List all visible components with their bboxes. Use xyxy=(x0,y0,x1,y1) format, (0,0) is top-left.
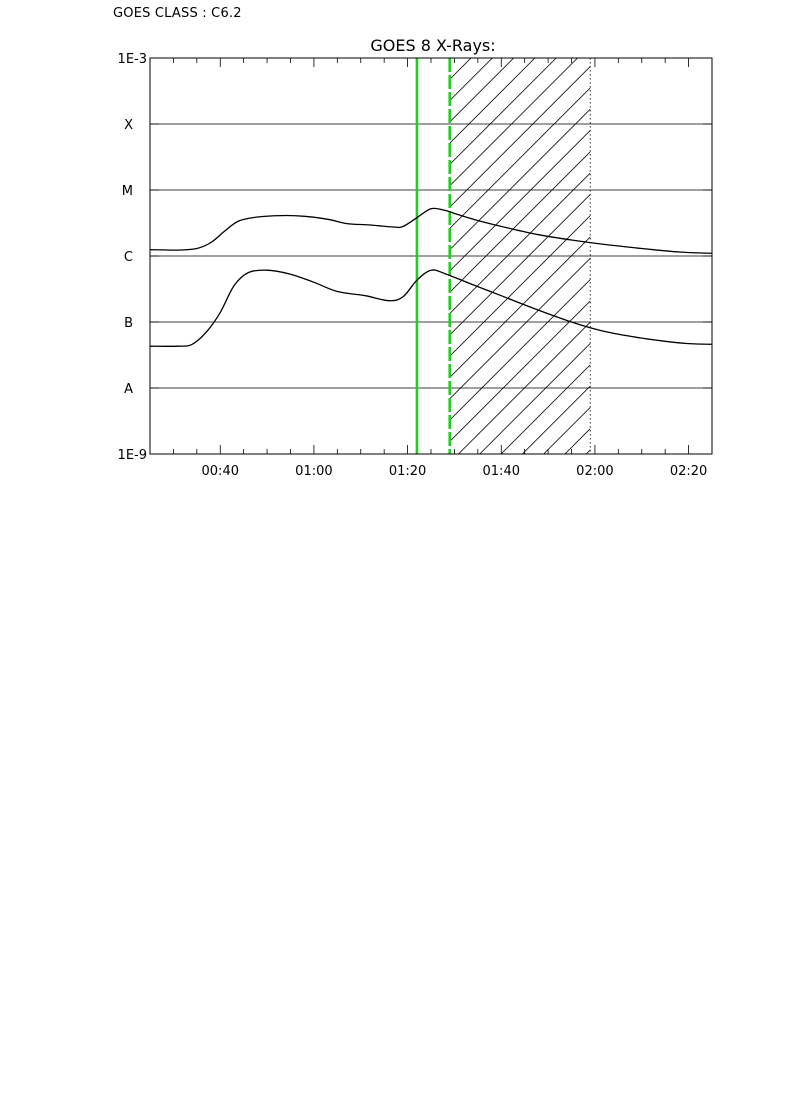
series-lines xyxy=(149,207,713,347)
chart-title: GOES 8 X-Rays: xyxy=(370,36,495,55)
hatch-line xyxy=(449,215,591,357)
x-tick-label: 01:20 xyxy=(389,464,426,479)
hatch-line xyxy=(449,129,591,272)
hatch-line xyxy=(522,385,591,454)
x-tick-label: 00:40 xyxy=(202,464,239,479)
y-tick-label: 1E-3 xyxy=(118,52,147,67)
x-tick-label: 01:40 xyxy=(483,464,520,479)
x-tick-label: 01:00 xyxy=(295,464,332,479)
hatch-line xyxy=(449,58,578,187)
y-tick-label: B xyxy=(124,316,133,331)
hatch-line xyxy=(449,236,591,379)
hatched-region xyxy=(449,58,591,454)
hatch-line xyxy=(449,300,591,442)
goes-class-label: GOES CLASS : C6.2 xyxy=(113,6,242,21)
y-tick-label: M xyxy=(122,184,133,199)
hatch-line xyxy=(449,58,536,144)
hatch-lines xyxy=(449,58,591,454)
grid-lines xyxy=(150,123,712,389)
hatch-line xyxy=(449,87,591,229)
y-tick-label: 1E-9 xyxy=(118,448,147,463)
hatch-line xyxy=(449,58,557,166)
axis-ticks xyxy=(149,57,713,455)
hatch-line xyxy=(449,193,591,336)
hatch-line xyxy=(500,364,591,454)
hatch-line xyxy=(449,172,591,315)
hatch-line xyxy=(458,321,591,454)
series-line-2 xyxy=(149,269,713,347)
time-markers xyxy=(415,58,452,454)
hatch-line xyxy=(449,66,591,208)
series-line-1 xyxy=(149,207,713,254)
x-tick-label: 02:20 xyxy=(670,464,707,479)
hatch-line xyxy=(449,279,591,421)
hatch-line xyxy=(479,342,591,454)
hatch-line xyxy=(449,108,591,251)
y-tick-label: A xyxy=(124,382,133,397)
tick-labels: 00:40 01:00 01:20 01:40 02:00 02:20 1E-9 A B C M X 1… xyxy=(118,52,708,479)
hatch-line xyxy=(449,257,591,400)
y-tick-label: C xyxy=(124,250,133,265)
y-tick-label: X xyxy=(124,118,133,133)
x-tick-label: 02:00 xyxy=(576,464,613,479)
hatch-line xyxy=(449,151,591,293)
